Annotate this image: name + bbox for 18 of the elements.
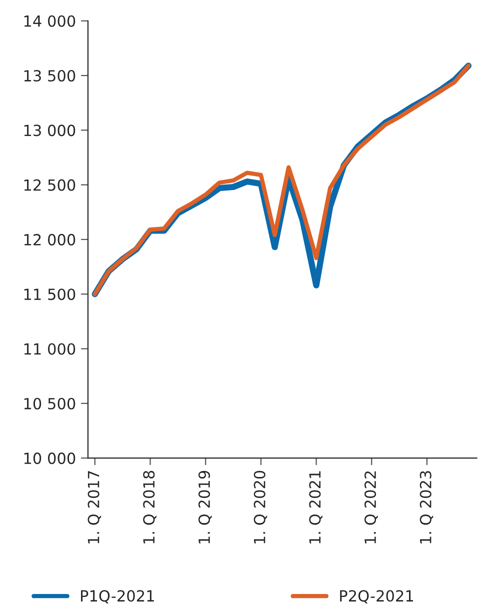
y-tick-label: 11 500: [24, 288, 76, 300]
x-tick-label: 1. Q 2020: [254, 470, 268, 544]
x-tick-label: 1. Q 2022: [364, 471, 378, 544]
y-tick-label: 14 000: [24, 15, 76, 27]
x-tick-label: 1. Q 2023: [420, 471, 434, 544]
y-tick-label: 10 000: [24, 452, 76, 464]
legend-label: P1Q-2021: [81, 590, 154, 604]
y-tick-label: 12 500: [24, 179, 76, 191]
y-tick-label: 11 000: [24, 343, 76, 355]
y-tick-label: 10 500: [24, 398, 76, 410]
y-tick-label: 13 000: [24, 124, 76, 136]
legend-label: P2Q-2021: [340, 590, 413, 604]
x-tick-label: 1. Q 2018: [143, 470, 156, 544]
y-tick-label: 13 500: [24, 70, 76, 82]
y-tick-label: 12 000: [24, 234, 76, 246]
x-tick-label: 1. Q 2017: [88, 471, 102, 544]
x-tick-label: 1. Q 2019: [198, 470, 212, 544]
x-tick-label: 1. Q 2021: [309, 471, 322, 544]
